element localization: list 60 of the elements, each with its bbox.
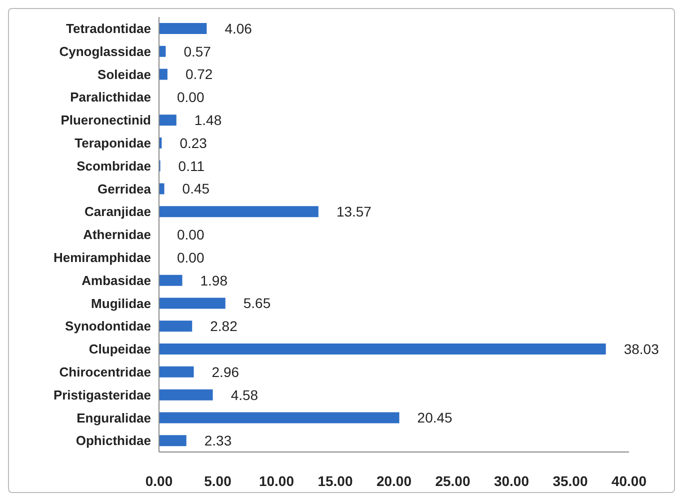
bar bbox=[159, 68, 168, 80]
x-tick-label: 40.00 bbox=[611, 472, 647, 489]
data-label: 1.48 bbox=[194, 112, 222, 128]
x-tick-label: 5.00 bbox=[204, 472, 232, 489]
x-tick-label: 0.00 bbox=[145, 472, 173, 489]
data-label: 1.98 bbox=[200, 272, 228, 288]
data-label: 0.23 bbox=[180, 134, 208, 151]
data-label: 0.00 bbox=[177, 89, 204, 106]
data-label: 0.00 bbox=[177, 249, 204, 266]
bar bbox=[159, 389, 213, 400]
bar bbox=[159, 298, 226, 309]
data-label: 0.45 bbox=[182, 180, 210, 197]
y-tick-label: Gerridea bbox=[98, 181, 152, 196]
bar bbox=[159, 320, 192, 332]
bar bbox=[159, 114, 176, 126]
bar bbox=[159, 274, 182, 286]
x-tick-label: 30.00 bbox=[494, 472, 530, 489]
data-label: 0.11 bbox=[178, 158, 205, 174]
x-tick-label: 25.00 bbox=[435, 472, 470, 489]
data-label: 2.82 bbox=[210, 318, 238, 334]
bar bbox=[159, 412, 400, 424]
y-tick-label: Teraponidae bbox=[74, 136, 151, 151]
x-tick-label: 10.00 bbox=[258, 472, 294, 489]
y-tick-label: Enguralidae bbox=[76, 410, 151, 426]
data-label: 2.33 bbox=[204, 432, 232, 449]
data-label: 0.72 bbox=[185, 66, 213, 82]
y-tick-label: Synodontidae bbox=[65, 318, 151, 334]
y-tick-label: Hemiramphidae bbox=[53, 250, 151, 266]
y-tick-label: Ambasidae bbox=[82, 272, 151, 288]
y-tick-label: Cynoglassidae bbox=[59, 44, 151, 59]
y-tick-label: Paralicthidae bbox=[70, 90, 151, 105]
x-tick-label: 20.00 bbox=[376, 472, 412, 489]
y-tick-label: Mugilidae bbox=[91, 296, 151, 311]
y-tick-label: Clupeidae bbox=[88, 342, 151, 357]
bar bbox=[159, 206, 318, 218]
y-tick-label: Chirocentridae bbox=[59, 364, 151, 380]
data-label: 0.57 bbox=[184, 43, 212, 60]
data-label: 0.00 bbox=[177, 226, 204, 242]
data-label: 13.57 bbox=[336, 204, 372, 220]
data-label: 4.06 bbox=[224, 20, 252, 36]
y-tick-label: Caranjidae bbox=[84, 204, 151, 220]
bar bbox=[159, 366, 194, 378]
y-tick-label: Scombridae bbox=[76, 158, 151, 174]
data-label: 38.03 bbox=[624, 340, 660, 357]
y-tick-label: Soleidae bbox=[98, 66, 151, 82]
y-tick-label: Ophicthidae bbox=[76, 433, 151, 448]
bar bbox=[159, 344, 606, 355]
x-tick-label: 15.00 bbox=[318, 472, 353, 489]
data-label: 5.65 bbox=[243, 295, 271, 312]
bar bbox=[159, 23, 207, 34]
data-label: 20.45 bbox=[417, 410, 453, 426]
y-tick-label: Tetradontidae bbox=[66, 21, 151, 36]
data-label: 2.96 bbox=[212, 364, 240, 380]
y-tick-label: Athernidae bbox=[83, 227, 151, 242]
y-tick-label: Pristigasteridae bbox=[53, 387, 151, 402]
bar bbox=[159, 435, 186, 446]
x-tick-label: 35.00 bbox=[552, 472, 588, 489]
bar bbox=[159, 183, 164, 194]
data-label: 4.58 bbox=[230, 386, 258, 403]
y-tick-label: Plueronectinid bbox=[60, 112, 152, 128]
